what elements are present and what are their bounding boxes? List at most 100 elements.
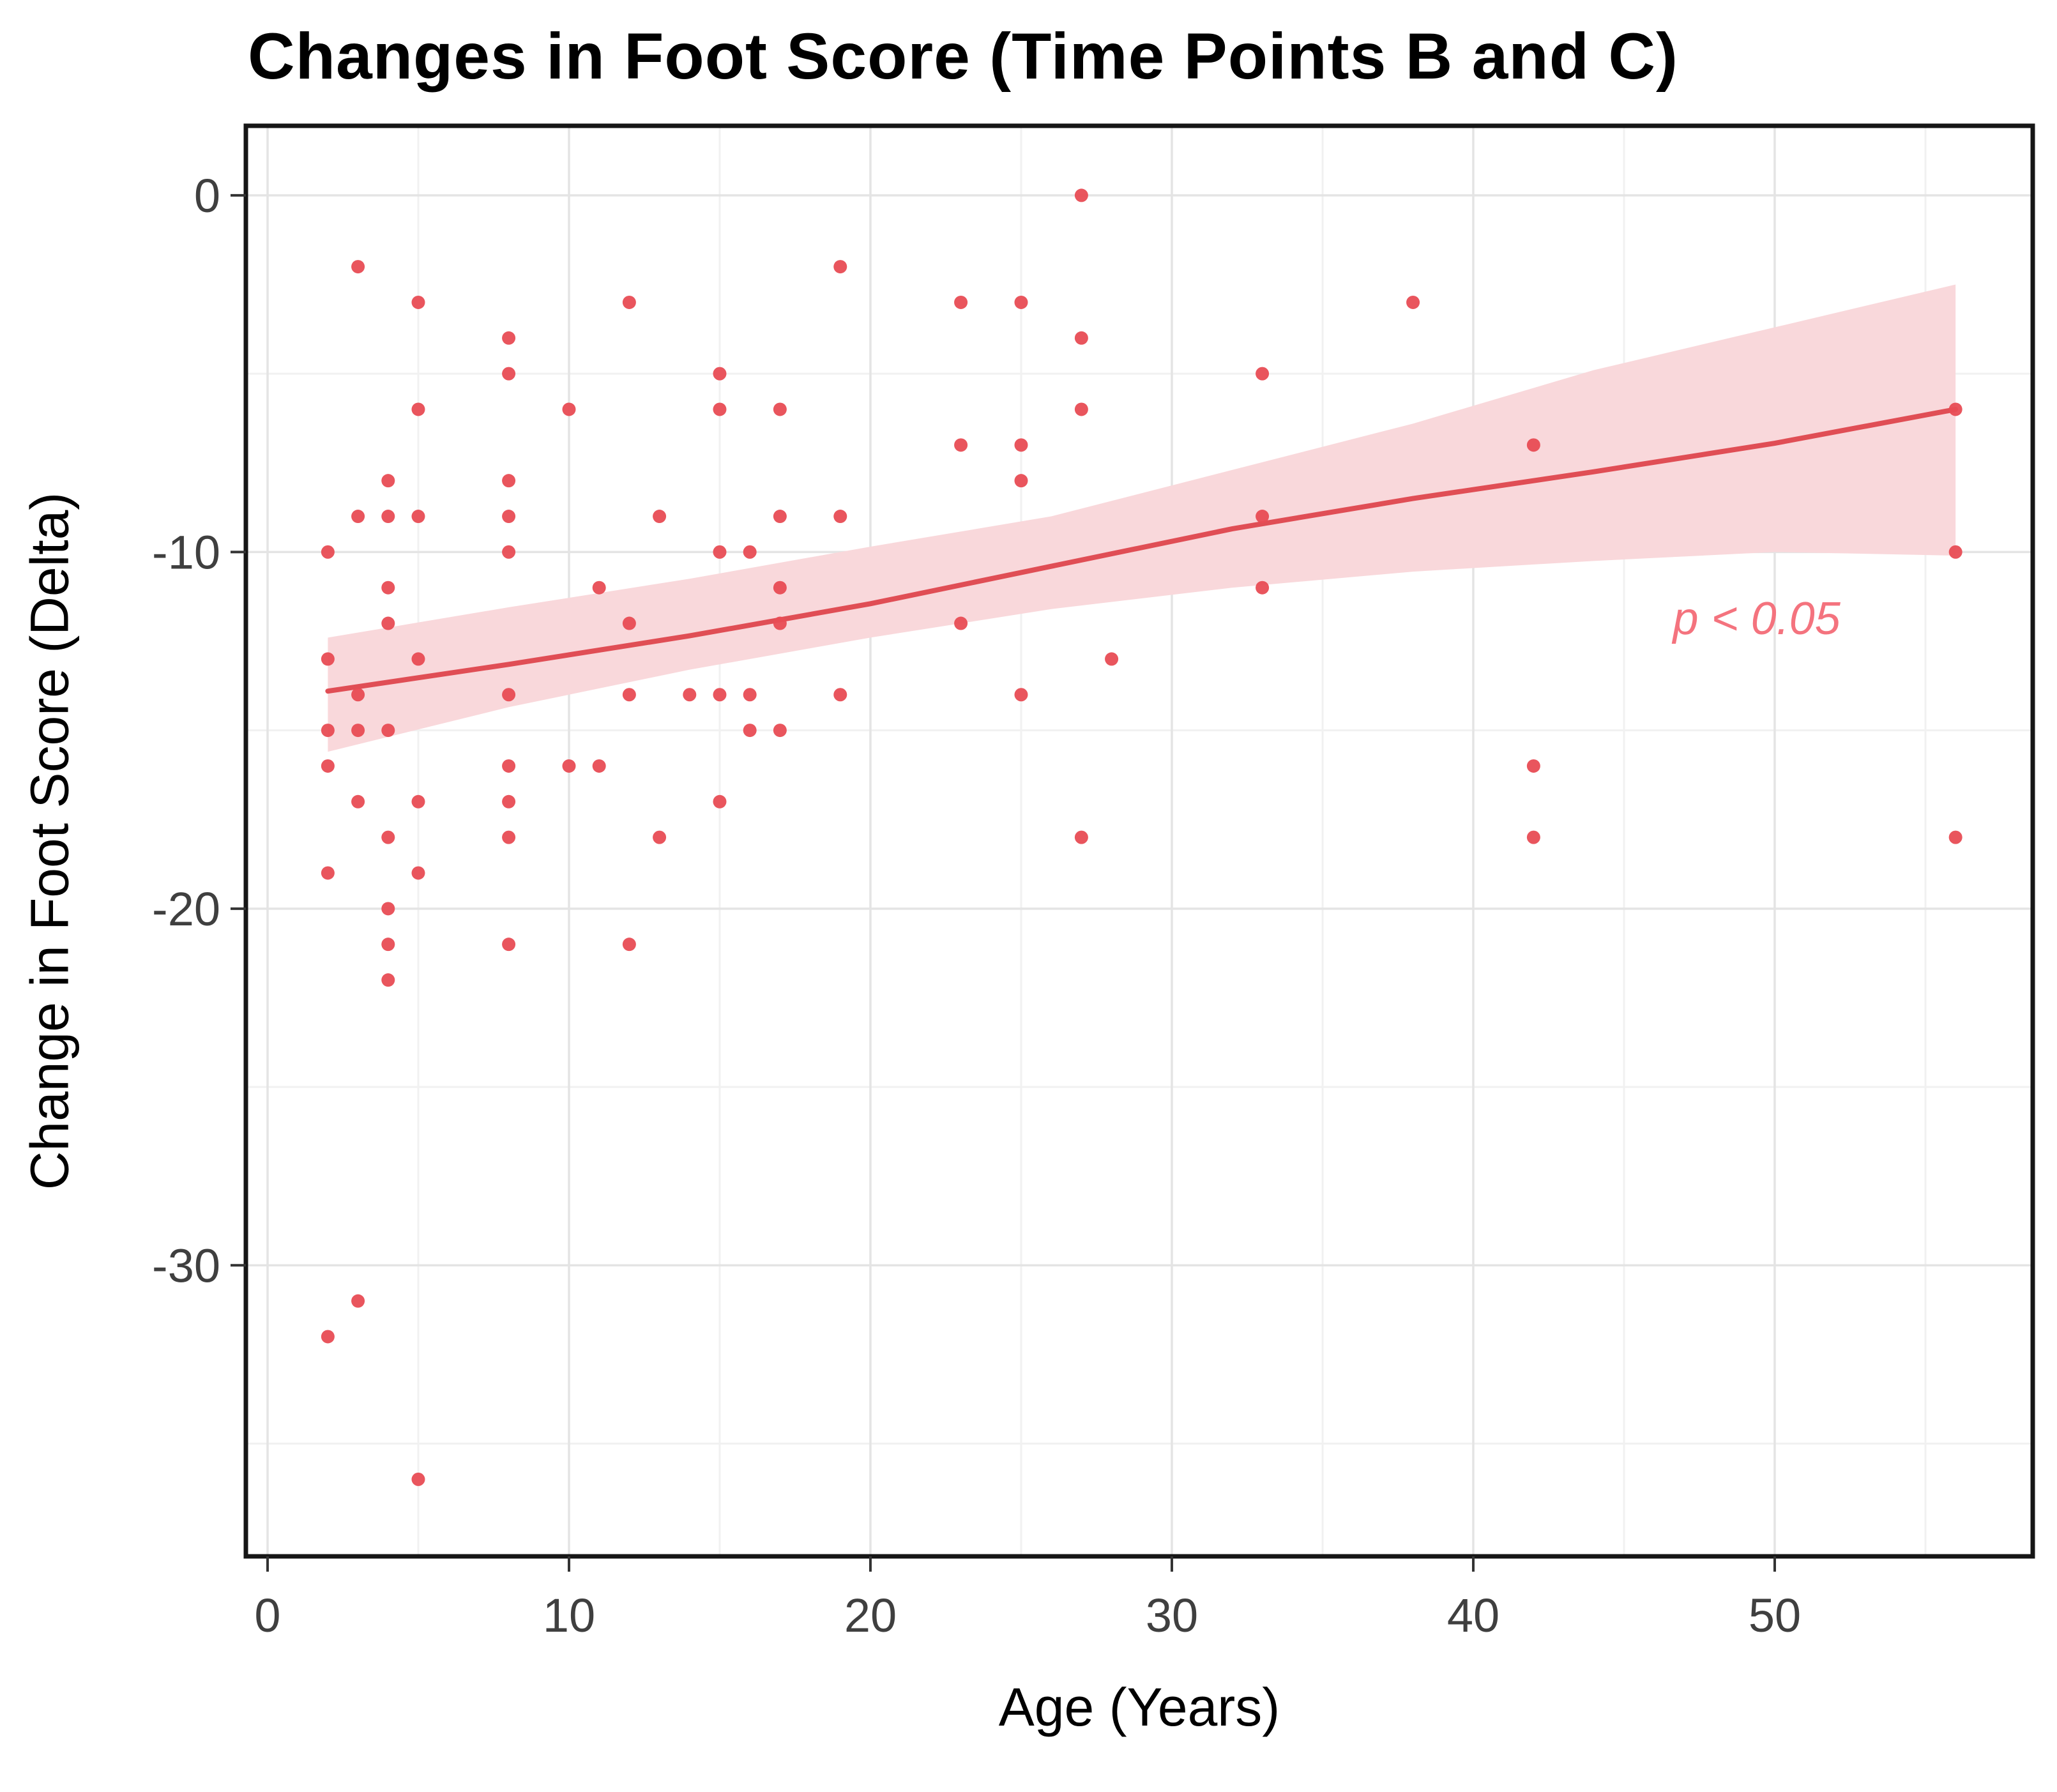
data-point: [653, 510, 667, 524]
data-point: [351, 1294, 365, 1308]
data-point: [1014, 688, 1028, 702]
data-point: [1014, 438, 1028, 452]
data-point: [1074, 331, 1088, 345]
data-point: [773, 724, 787, 738]
data-point: [321, 652, 335, 666]
data-point: [954, 438, 968, 452]
data-point: [743, 688, 757, 702]
data-point: [683, 688, 697, 702]
x-axis-title: Age (Years): [998, 1677, 1280, 1737]
data-point: [381, 474, 395, 488]
data-point: [773, 581, 787, 595]
data-point: [1406, 295, 1420, 309]
data-point: [351, 794, 365, 809]
data-point: [743, 545, 757, 559]
plot-title: Changes in Foot Score (Time Points B and…: [248, 20, 1678, 93]
data-point: [1256, 510, 1270, 524]
data-point: [502, 794, 516, 809]
data-point: [1074, 402, 1088, 416]
data-point: [502, 759, 516, 773]
data-point: [411, 295, 425, 309]
data-point: [713, 367, 727, 381]
data-point: [592, 581, 606, 595]
confidence-ribbon: [328, 284, 1956, 752]
y-tick-label: -30: [152, 1239, 220, 1292]
data-point: [381, 510, 395, 524]
y-tick-label: -20: [152, 883, 220, 936]
data-point: [833, 688, 847, 702]
data-point: [1948, 402, 1962, 416]
data-point: [1014, 474, 1028, 488]
data-point: [411, 866, 425, 880]
x-tick-label: 40: [1447, 1589, 1499, 1642]
data-point: [713, 545, 727, 559]
data-point: [351, 260, 365, 274]
data-point: [502, 331, 516, 345]
grid-major: [246, 126, 2033, 1556]
x-tick-label: 0: [254, 1589, 280, 1642]
axis-ticks: [231, 194, 1776, 1572]
data-point: [502, 474, 516, 488]
data-point: [502, 510, 516, 524]
data-point: [502, 545, 516, 559]
data-point: [622, 938, 636, 952]
data-point: [592, 759, 606, 773]
data-point: [381, 830, 395, 844]
data-point: [381, 938, 395, 952]
data-point: [1948, 545, 1962, 559]
x-tick-label: 50: [1749, 1589, 1801, 1642]
data-point: [713, 688, 727, 702]
data-point: [1014, 295, 1028, 309]
data-point: [622, 616, 636, 630]
data-point: [381, 724, 395, 738]
data-point: [321, 1330, 335, 1344]
data-point: [502, 688, 516, 702]
data-point: [321, 545, 335, 559]
data-point: [743, 724, 757, 738]
data-point: [713, 794, 727, 809]
data-point: [773, 402, 787, 416]
x-tick-label: 20: [844, 1589, 897, 1642]
data-point: [381, 902, 395, 916]
data-point: [773, 616, 787, 630]
data-point: [1105, 652, 1119, 666]
data-point: [411, 1472, 425, 1486]
y-tick-label: 0: [194, 169, 220, 222]
data-point: [1074, 830, 1088, 844]
data-point: [381, 616, 395, 630]
data-point: [381, 581, 395, 595]
data-point: [1256, 581, 1270, 595]
data-point: [321, 866, 335, 880]
y-tick-label: -10: [152, 526, 220, 579]
data-point: [351, 510, 365, 524]
data-point: [954, 616, 968, 630]
data-point: [653, 830, 667, 844]
data-point: [411, 402, 425, 416]
data-point: [954, 295, 968, 309]
scatter-points: [321, 188, 1962, 1486]
panel-border: [243, 123, 2035, 1559]
data-point: [502, 367, 516, 381]
data-point: [381, 973, 395, 987]
axis-tick-labels: 0 10 20 30 40 50 0 -10 -20 -30: [152, 169, 1801, 1642]
regression-line: [325, 406, 1959, 694]
data-point: [411, 794, 425, 809]
data-point: [1526, 438, 1540, 452]
data-point: [562, 759, 576, 773]
data-point: [833, 510, 847, 524]
data-point: [351, 688, 365, 702]
data-point: [622, 688, 636, 702]
data-point: [1948, 830, 1962, 844]
data-point: [321, 759, 335, 773]
x-tick-label: 10: [543, 1589, 595, 1642]
data-point: [713, 402, 727, 416]
data-point: [321, 724, 335, 738]
data-point: [1256, 367, 1270, 381]
data-point: [833, 260, 847, 274]
data-point: [502, 830, 516, 844]
data-point: [1526, 759, 1540, 773]
data-layer: [321, 188, 1962, 1486]
data-point: [411, 510, 425, 524]
